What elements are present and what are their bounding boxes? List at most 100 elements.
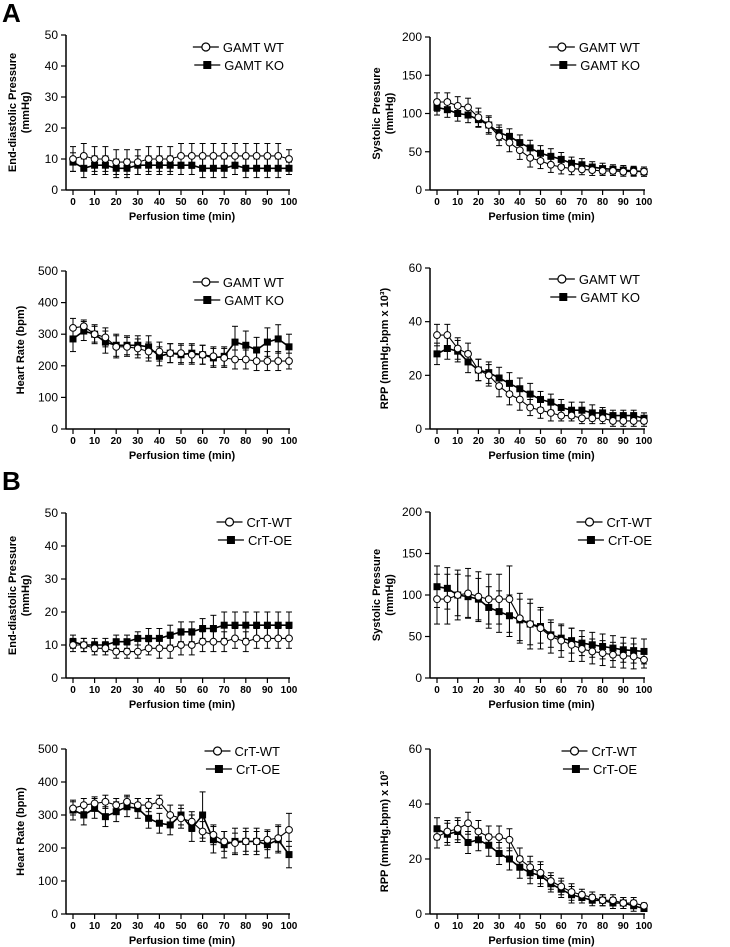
data-point [187, 350, 196, 359]
data-point [578, 645, 586, 653]
data-point [609, 896, 617, 905]
data-point [209, 152, 218, 160]
legend-label: GAMT WT [223, 275, 284, 290]
x-tick-label: 80 [240, 436, 252, 447]
data-point [144, 347, 153, 356]
x-tick-label: 90 [262, 921, 274, 932]
data-point [578, 406, 586, 414]
data-point [453, 591, 462, 599]
x-tick-label: 20 [473, 685, 485, 696]
legend-marker [203, 61, 212, 69]
x-tick-label: 100 [281, 436, 298, 447]
data-point [505, 595, 514, 604]
y-axis-title: End-diastolic Pressure [7, 536, 19, 655]
data-point [144, 155, 153, 163]
y-tick-label: 0 [51, 907, 58, 921]
data-point [209, 352, 218, 361]
x-tick-label: 40 [154, 921, 166, 932]
data-point [505, 855, 513, 863]
chart-3: 0 100 200 300 400 500 0 10 20 30 40 50 60 70 80 90 100 Pe… [15, 264, 298, 462]
data-point [285, 155, 293, 163]
data-point [609, 417, 617, 425]
data-point [123, 638, 131, 646]
data-point [433, 98, 441, 106]
data-point [187, 641, 196, 649]
data-point [90, 644, 99, 653]
x-tick-label: 100 [281, 921, 298, 932]
x-tick-label: 10 [89, 921, 101, 932]
y-tick-label: 40 [409, 315, 423, 329]
data-point [557, 155, 565, 163]
series-wt [433, 92, 648, 177]
x-tick-label: 80 [597, 436, 609, 447]
x-tick-label: 80 [240, 921, 252, 932]
data-point [166, 631, 174, 639]
data-point [69, 335, 77, 343]
data-point [123, 647, 131, 656]
legend-label: CrT-OE [608, 533, 652, 548]
legend-marker [201, 42, 211, 52]
legend-label: GAMT KO [580, 290, 640, 305]
data-point [220, 837, 229, 846]
legend-marker [584, 517, 595, 527]
data-point [198, 637, 207, 646]
data-point [609, 166, 617, 175]
x-tick-label: 30 [132, 921, 144, 932]
x-axis-title: Perfusion time (min) [129, 450, 236, 462]
y-axis-title: (mmHg) [20, 574, 32, 616]
data-point [526, 390, 534, 398]
data-point [198, 350, 207, 359]
x-tick-label: 90 [262, 685, 274, 696]
x-tick-label: 10 [89, 197, 101, 208]
data-point [69, 641, 77, 649]
chart-4: 0 20 40 60 0 10 20 30 40 50 60 70 80 90 100 Perfusion t… [379, 261, 653, 462]
legend-item-ko: GAMT KO [550, 290, 640, 305]
x-tick-label: 40 [514, 197, 526, 208]
y-tick-label: 40 [45, 59, 59, 73]
data-point [526, 144, 534, 152]
data-point [263, 338, 271, 346]
x-tick-label: 50 [535, 197, 547, 208]
data-point [464, 349, 472, 358]
data-point [253, 346, 261, 354]
data-point [598, 414, 607, 423]
data-point [495, 132, 504, 141]
chart-5: 0 10 20 30 40 50 0 10 20 30 40 50 60 70 80 90 100 Perfusi… [7, 506, 298, 711]
x-tick-label: 0 [434, 921, 440, 932]
legend-item-wt: GAMT WT [548, 40, 640, 55]
x-tick-label: 20 [111, 197, 123, 208]
x-tick-label: 60 [197, 921, 209, 932]
data-point [464, 819, 472, 828]
x-tick-label: 50 [535, 685, 547, 696]
x-axis-title: Perfusion time (min) [488, 935, 595, 947]
x-tick-label: 40 [514, 921, 526, 932]
data-point [640, 167, 648, 176]
data-point [546, 409, 555, 417]
x-tick-label: 50 [175, 685, 187, 696]
x-tick-label: 0 [70, 197, 76, 208]
y-tick-label: 20 [45, 121, 59, 135]
data-point [145, 814, 153, 822]
data-point [220, 152, 229, 160]
data-point [274, 357, 283, 365]
y-axis-title: (mmHg) [20, 91, 32, 133]
data-point [144, 644, 153, 653]
x-tick-label: 30 [494, 921, 506, 932]
x-tick-label: 80 [597, 685, 609, 696]
data-point [231, 634, 239, 643]
data-point [515, 855, 524, 863]
legend-marker [557, 274, 567, 284]
y-tick-label: 20 [409, 852, 423, 866]
data-point [79, 152, 88, 160]
y-tick-label: 30 [45, 90, 59, 104]
x-axis-title: Perfusion time (min) [129, 699, 236, 711]
data-point [495, 833, 504, 841]
x-tick-label: 30 [132, 685, 144, 696]
legend-label: GAMT WT [223, 40, 284, 55]
x-tick-label: 30 [132, 197, 144, 208]
y-tick-label: 20 [45, 605, 59, 619]
x-tick-label: 30 [494, 197, 506, 208]
data-point [274, 834, 283, 842]
x-tick-label: 60 [556, 921, 568, 932]
data-point [557, 163, 566, 171]
